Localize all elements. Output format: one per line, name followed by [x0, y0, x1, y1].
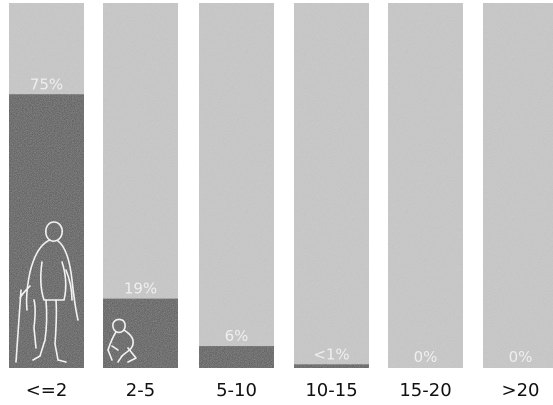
- bar-group: <1% 10-15: [294, 3, 369, 401]
- bar-group: 75% <=2: [9, 3, 84, 401]
- elderly-person-with-cane-icon: [15, 221, 79, 363]
- data-label: <1%: [313, 345, 349, 363]
- data-label: 19%: [124, 280, 157, 298]
- category-label: >20: [502, 380, 540, 401]
- bar: [294, 364, 369, 368]
- category-label: 15-20: [399, 380, 451, 401]
- bar: [199, 346, 274, 368]
- bars-layer: 75% <=2 19% 2-5 6% 5-10 <1% 10-15 0% 15-20 0% >20: [9, 3, 553, 401]
- bar-track: [483, 3, 553, 368]
- crawling-baby-icon: [107, 318, 137, 363]
- bar-track: [199, 3, 274, 368]
- category-label: <=2: [26, 380, 68, 401]
- category-label: 5-10: [216, 380, 257, 401]
- bar-group: 6% 5-10: [199, 3, 274, 401]
- category-label: 10-15: [305, 380, 357, 401]
- bar-group: 0% 15-20: [388, 3, 463, 401]
- data-label: 0%: [509, 348, 533, 366]
- bar-group: 0% >20: [483, 3, 553, 401]
- data-label: 6%: [225, 327, 249, 345]
- bar-track: [388, 3, 463, 368]
- icons-layer: [15, 221, 137, 363]
- data-label: 0%: [414, 348, 438, 366]
- bar-track: [294, 3, 369, 368]
- category-label: 2-5: [126, 380, 155, 401]
- data-label: 75%: [30, 75, 63, 93]
- bar-group: 19% 2-5: [103, 3, 178, 401]
